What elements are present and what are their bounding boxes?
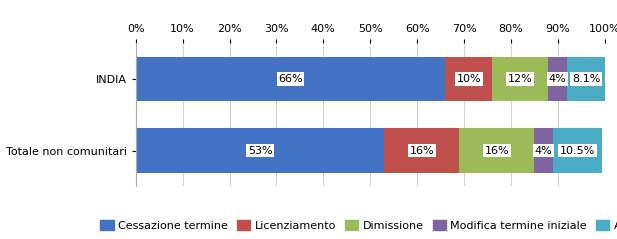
Text: 12%: 12% bbox=[508, 74, 532, 84]
Text: 4%: 4% bbox=[549, 74, 566, 84]
Text: 10%: 10% bbox=[457, 74, 481, 84]
Text: 8.1%: 8.1% bbox=[572, 74, 600, 84]
Legend: Cessazione termine, Licenziamento, Dimissione, Modifica termine iniziale, Altre: Cessazione termine, Licenziamento, Dimis… bbox=[96, 216, 617, 235]
Bar bbox=[534, 128, 553, 173]
Bar bbox=[384, 128, 459, 173]
Bar bbox=[459, 128, 534, 173]
Bar bbox=[492, 57, 549, 101]
Text: 16%: 16% bbox=[484, 146, 509, 156]
Bar bbox=[549, 57, 567, 101]
Text: 53%: 53% bbox=[247, 146, 272, 156]
Bar bbox=[136, 57, 445, 101]
Text: 10.5%: 10.5% bbox=[560, 146, 595, 156]
Bar bbox=[567, 57, 605, 101]
Text: 66%: 66% bbox=[278, 74, 303, 84]
Bar bbox=[136, 128, 384, 173]
Text: 16%: 16% bbox=[410, 146, 434, 156]
Bar bbox=[553, 128, 602, 173]
Text: 4%: 4% bbox=[535, 146, 553, 156]
Bar bbox=[445, 57, 492, 101]
